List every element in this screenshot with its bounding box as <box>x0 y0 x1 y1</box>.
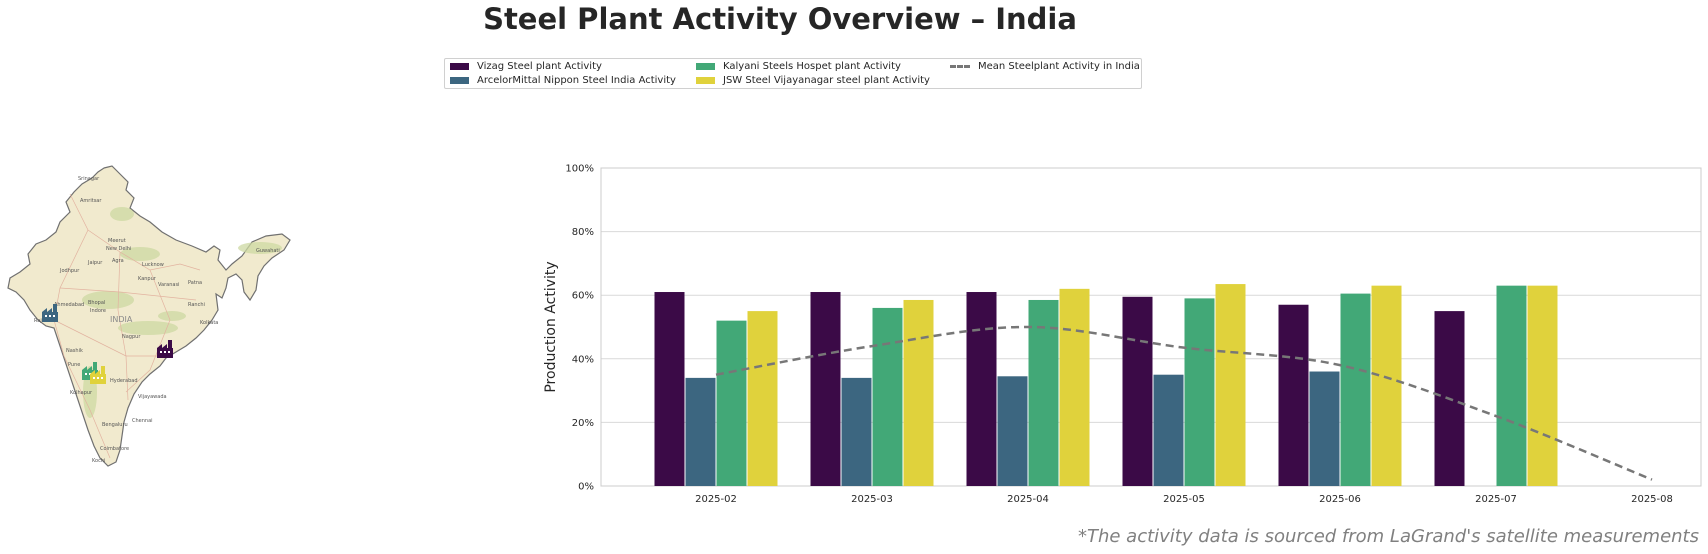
bar <box>872 307 903 486</box>
y-tick-label: 100% <box>565 164 594 175</box>
city-label: New Delhi <box>106 246 131 252</box>
y-tick-label: 60% <box>572 291 594 302</box>
city-label: Rajkot <box>34 318 50 324</box>
bar <box>654 292 685 486</box>
bar <box>1527 285 1558 486</box>
city-label: Jaipur <box>87 260 103 266</box>
factory-icon <box>90 366 106 384</box>
y-tick-label: 0% <box>578 482 594 493</box>
legend-entry-vizag: Vizag Steel plant Activity <box>450 61 602 72</box>
map-city-labels: Srinagar Amritsar Meerut New Delhi Jaipu… <box>34 176 280 464</box>
legend-label: ArcelorMittal Nippon Steel India Activit… <box>477 75 676 86</box>
city-label: Agra <box>112 258 124 264</box>
y-tick-label: 40% <box>572 354 594 365</box>
y-tick-label: 80% <box>572 227 594 238</box>
x-tick-label: 2025-07 <box>1475 494 1517 505</box>
city-label: Chennai <box>132 418 153 424</box>
city-label: Patna <box>188 280 202 286</box>
bar <box>685 377 716 486</box>
city-label: Kochi <box>92 458 105 464</box>
bar <box>841 377 872 486</box>
bar <box>1059 288 1090 486</box>
bar <box>997 376 1028 486</box>
legend-swatch <box>450 63 469 70</box>
data-source-footnote: *The activity data is sourced from LaGra… <box>1077 526 1699 547</box>
city-label: Bengaluru <box>102 422 128 428</box>
chart-legend: Vizag Steel plant Activity ArcelorMittal… <box>444 58 1142 89</box>
city-label: Ranchi <box>188 302 205 308</box>
city-label: Bhopal <box>88 300 105 306</box>
city-label: Pune <box>68 362 80 368</box>
legend-entry-jsw: JSW Steel Vijayanagar steel plant Activi… <box>696 75 930 86</box>
page-title: Steel Plant Activity Overview – India <box>483 2 1077 36</box>
legend-swatch <box>696 63 715 70</box>
y-axis-label: Production Activity <box>543 261 559 392</box>
bar <box>716 320 747 486</box>
india-map: Srinagar Amritsar Meerut New Delhi Jaipu… <box>6 165 314 488</box>
x-tick-labels: 2025-02 2025-03 2025-04 2025-05 2025-06 2025-… <box>695 494 1673 505</box>
bars <box>654 284 1558 486</box>
city-label: Ahmedabad <box>54 302 84 308</box>
x-tick-label: 2025-08 <box>1631 494 1673 505</box>
x-tick-label: 2025-04 <box>1007 494 1049 505</box>
india-map-panel: Srinagar Amritsar Meerut New Delhi Jaipu… <box>0 160 330 490</box>
city-label: Kolhapur <box>70 390 93 396</box>
city-label: Jodhpur <box>59 268 80 274</box>
legend-label: Kalyani Steels Hospet plant Activity <box>723 61 901 72</box>
bar <box>966 292 997 486</box>
city-label: Vijayawada <box>138 394 167 400</box>
factory-icon <box>157 340 173 358</box>
x-tick-label: 2025-02 <box>695 494 737 505</box>
bar <box>1153 374 1184 486</box>
legend-label: JSW Steel Vijayanagar steel plant Activi… <box>723 75 930 86</box>
bar <box>810 292 841 486</box>
map-country-label: INDIA <box>110 315 133 324</box>
x-tick-label: 2025-03 <box>851 494 893 505</box>
legend-entry-arcelormittal: ArcelorMittal Nippon Steel India Activit… <box>450 75 676 86</box>
legend-entry-mean: Mean Steelplant Activity in India <box>950 61 1140 72</box>
india-outline <box>7 165 291 467</box>
legend-swatch <box>696 77 715 84</box>
bar <box>1184 298 1215 486</box>
bar <box>903 299 934 486</box>
bar <box>747 311 778 486</box>
y-tick-label: 20% <box>572 418 594 429</box>
y-tick-labels: 0% 20% 40% 60% 80% 100% <box>565 164 594 493</box>
mean-activity-line <box>715 325 1653 481</box>
bar <box>1122 296 1153 486</box>
city-label: Coimbatore <box>100 446 129 452</box>
city-label: Nashik <box>66 348 83 354</box>
city-label: Srinagar <box>78 176 100 182</box>
bar-chart: 0% 20% 40% 60% 80% 100% 2025-02 2025-03 2025-04… <box>543 164 1702 505</box>
city-label: Guwahati <box>256 248 280 254</box>
factory-icon <box>42 304 58 322</box>
city-label: Indore <box>90 308 106 314</box>
x-tick-label: 2025-06 <box>1319 494 1361 505</box>
map-roads <box>53 193 201 459</box>
city-label: Meerut <box>108 238 126 244</box>
bar <box>1340 293 1371 486</box>
city-label: Nagpur <box>122 334 141 340</box>
legend-label: Mean Steelplant Activity in India <box>978 61 1140 72</box>
city-label: Kanpur <box>138 276 157 282</box>
bar <box>1028 299 1059 486</box>
legend-entry-kalyani: Kalyani Steels Hospet plant Activity <box>696 61 901 72</box>
bar <box>1215 284 1246 486</box>
city-label: Lucknow <box>142 262 164 268</box>
bar <box>1278 304 1309 486</box>
legend-swatch <box>450 77 469 84</box>
city-label: Kolkata <box>200 320 218 326</box>
bar <box>1371 285 1402 486</box>
legend-dashed-line-swatch <box>950 65 970 68</box>
legend-label: Vizag Steel plant Activity <box>477 61 602 72</box>
city-label: Hyderabad <box>110 378 138 384</box>
bar <box>1309 371 1340 486</box>
city-label: Varanasi <box>158 282 179 288</box>
x-tick-label: 2025-05 <box>1163 494 1205 505</box>
bar <box>1496 285 1527 486</box>
city-label: Amritsar <box>80 198 102 204</box>
